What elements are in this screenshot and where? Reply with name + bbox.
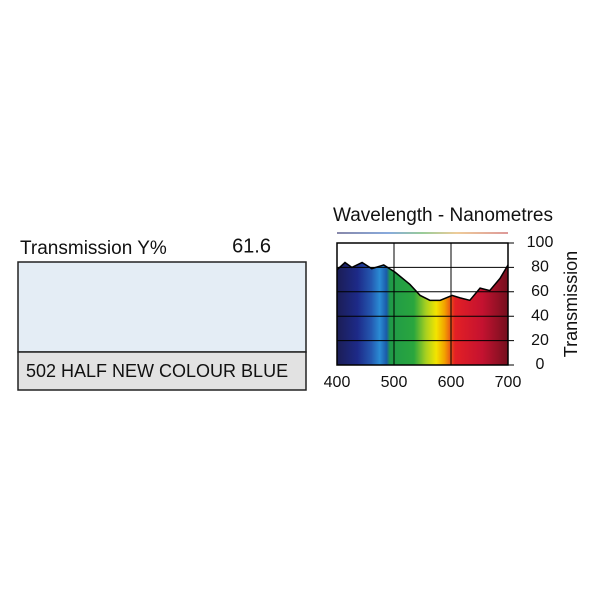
spectrum-area: [337, 262, 508, 365]
rainbow-line: [337, 232, 508, 234]
y-tick-label: 0: [536, 356, 545, 373]
y-tick-label: 40: [531, 307, 549, 324]
transmission-value: 61.6: [232, 235, 271, 257]
transmission-line: [336, 261, 509, 302]
x-tick-label: 400: [324, 374, 351, 391]
transmission-label: Transmission Y%: [20, 238, 167, 259]
plot-frame: [336, 242, 509, 366]
y-tick-label: 20: [531, 332, 549, 349]
plot: 400 500 600 700 0 20 40 60 80 100: [324, 234, 554, 391]
y-tick-label: 60: [531, 283, 549, 300]
y-axis-label: Transmission: [561, 251, 581, 357]
chart-title: Wavelength - Nanometres: [333, 205, 553, 226]
x-tick-label: 700: [495, 374, 522, 391]
color-swatch: [17, 261, 307, 353]
x-tick-label: 600: [438, 374, 465, 391]
y-tick-label: 80: [531, 259, 549, 276]
filter-name: 502 HALF NEW COLOUR BLUE: [26, 361, 288, 381]
x-tick-label: 500: [381, 374, 408, 391]
y-tick-label: 100: [527, 234, 554, 251]
name-box: [17, 351, 307, 391]
